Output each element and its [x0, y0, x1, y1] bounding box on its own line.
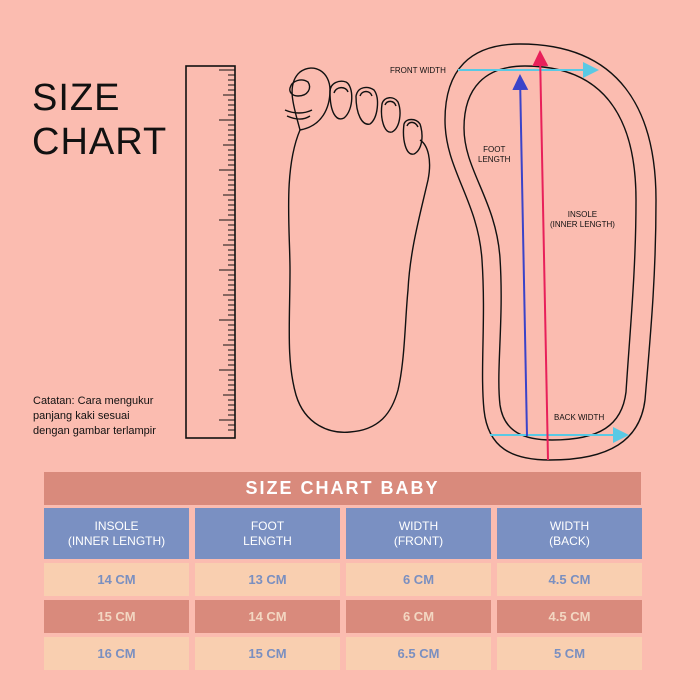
table-cell: 6 CM — [346, 563, 491, 596]
size-chart-title: SIZE CHART BABY — [44, 472, 641, 505]
insole-outline-icon — [444, 43, 657, 461]
table-cell: 6.5 CM — [346, 637, 491, 670]
header-insole-line1: INSOLE — [94, 518, 139, 533]
measurement-illustration — [185, 43, 657, 461]
measurement-note: Catatan: Cara mengukur panjang kaki sesu… — [33, 394, 183, 439]
note-line-1: Catatan: Cara mengukur — [33, 395, 154, 407]
header-width-front: WIDTH (FRONT) — [346, 508, 491, 559]
foot-length-arrow — [512, 74, 529, 437]
note-line-3: dengan gambar terlampir — [33, 425, 156, 437]
ruler-icon — [185, 65, 236, 439]
page-title: SIZE CHART — [32, 76, 167, 164]
table-cell: 5 CM — [497, 637, 642, 670]
header-width-front-line1: WIDTH — [398, 518, 439, 533]
table-cell: 14 CM — [195, 600, 340, 633]
table-cell: 15 CM — [195, 637, 340, 670]
header-width-front-line2: (FRONT) — [393, 533, 444, 548]
back-width-label: BACK WIDTH — [554, 413, 605, 422]
insole-label: INSOLE (INNER LENGTH) — [550, 210, 615, 230]
header-width-back-line2: (BACK) — [549, 533, 590, 548]
header-foot-length-line1: FOOT — [250, 518, 285, 533]
header-width-back: WIDTH (BACK) — [497, 508, 642, 559]
table-cell: 13 CM — [195, 563, 340, 596]
title-line-1: SIZE — [32, 77, 121, 119]
foot-outline-icon — [284, 67, 431, 433]
front-width-label: FRONT WIDTH — [390, 66, 446, 75]
header-foot-length: FOOT LENGTH — [195, 508, 340, 559]
header-insole: INSOLE (INNER LENGTH) — [44, 508, 189, 559]
insole-length-arrow — [532, 50, 549, 461]
insole-label-line2: (INNER LENGTH) — [550, 220, 615, 229]
header-insole-line2: (INNER LENGTH) — [67, 533, 166, 548]
foot-length-label: FOOT LENGTH — [478, 145, 510, 165]
table-cell: 15 CM — [44, 600, 189, 633]
table-cell: 16 CM — [44, 637, 189, 670]
header-width-back-line1: WIDTH — [549, 518, 590, 533]
foot-length-label-line2: LENGTH — [478, 155, 511, 164]
table-cell: 4.5 CM — [497, 600, 642, 633]
foot-length-label-line1: FOOT — [483, 145, 506, 154]
note-line-2: panjang kaki sesuai — [33, 410, 130, 422]
insole-label-line1: INSOLE — [567, 210, 598, 219]
table-cell: 14 CM — [44, 563, 189, 596]
table-cell: 6 CM — [346, 600, 491, 633]
table-cell: 4.5 CM — [497, 563, 642, 596]
title-line-2: CHART — [32, 121, 168, 163]
header-foot-length-line2: LENGTH — [243, 533, 292, 548]
